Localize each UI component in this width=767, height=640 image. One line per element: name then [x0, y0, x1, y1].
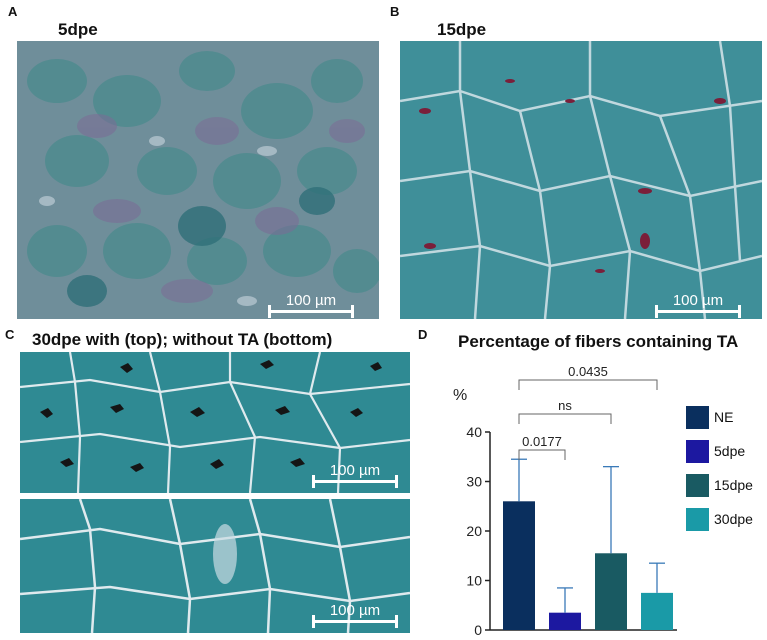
- panel-c-title: 30dpe with (top); without TA (bottom): [32, 330, 333, 349]
- scale-bar-a-label: 100 µm: [285, 292, 337, 309]
- bar-30dpe: [641, 592, 673, 630]
- bar-chart: 0 10 20 30 40% 0.0177 ns 0.0435: [453, 364, 677, 638]
- y-tick-label-3: 30: [466, 474, 482, 490]
- legend-label-5dpe: 5dpe: [714, 443, 746, 459]
- comparison-label-1: ns: [558, 398, 572, 413]
- bar-5dpe: [549, 612, 581, 630]
- legend-swatch-15dpe: [686, 473, 709, 497]
- panel-a-letter: A: [8, 4, 18, 19]
- legend-swatch-5dpe: [686, 439, 709, 463]
- scale-bar-b: 100 µm: [655, 292, 741, 318]
- scale-bar-a: 100 µm: [268, 292, 354, 318]
- comparison-bracket-2: [518, 379, 658, 390]
- panel-d-letter: D: [418, 327, 428, 342]
- bar-15dpe: [595, 553, 627, 630]
- bar-NE: [503, 501, 535, 630]
- legend-label-ne: NE: [714, 409, 734, 425]
- comparison-bracket-1: [518, 413, 612, 424]
- micrograph-15dpe: [400, 41, 762, 319]
- panel-b-title: 15dpe: [437, 20, 487, 39]
- scale-bar-c-bottom-label: 100 µm: [329, 602, 381, 619]
- legend-item-30dpe: 30dpe: [686, 502, 753, 536]
- legend-item-5dpe: 5dpe: [686, 434, 753, 468]
- scale-bar-c-top-label: 100 µm: [329, 462, 381, 479]
- y-tick-label-1: 10: [466, 573, 482, 589]
- panel-c-letter: C: [5, 327, 15, 342]
- scale-bar-a-line: [268, 305, 354, 318]
- comparison-label-2: 0.0435: [568, 364, 608, 379]
- legend-swatch-30dpe: [686, 507, 709, 531]
- legend-swatch-ne: [686, 405, 709, 429]
- chart-legend: NE 5dpe 15dpe 30dpe: [686, 400, 753, 536]
- scale-bar-c-bottom: 100 µm: [312, 602, 398, 628]
- legend-label-30dpe: 30dpe: [714, 511, 753, 527]
- panel-b-letter: B: [390, 4, 400, 19]
- scale-bar-c-top-line: [312, 475, 398, 488]
- y-axis-label: %: [453, 387, 467, 404]
- micrograph-30dpe-with-ta: [20, 352, 410, 493]
- y-tick-label-2: 20: [466, 523, 482, 539]
- micrograph-5dpe: [17, 41, 379, 319]
- micrograph-30dpe-without-ta: [20, 499, 410, 633]
- y-tick-label-0: 0: [474, 622, 482, 638]
- scale-bar-b-line: [655, 305, 741, 318]
- legend-item-15dpe: 15dpe: [686, 468, 753, 502]
- panel-a-title: 5dpe: [58, 20, 98, 39]
- legend-label-15dpe: 15dpe: [714, 477, 753, 493]
- scale-bar-c-top: 100 µm: [312, 462, 398, 488]
- scale-bar-c-bottom-line: [312, 615, 398, 628]
- panel-d-title: Percentage of fibers containing TA: [458, 332, 739, 351]
- comparison-label-0: 0.0177: [522, 434, 562, 449]
- comparison-bracket-0: [518, 449, 566, 460]
- scale-bar-b-label: 100 µm: [672, 292, 724, 309]
- y-tick-label-4: 40: [466, 424, 482, 440]
- legend-item-ne: NE: [686, 400, 753, 434]
